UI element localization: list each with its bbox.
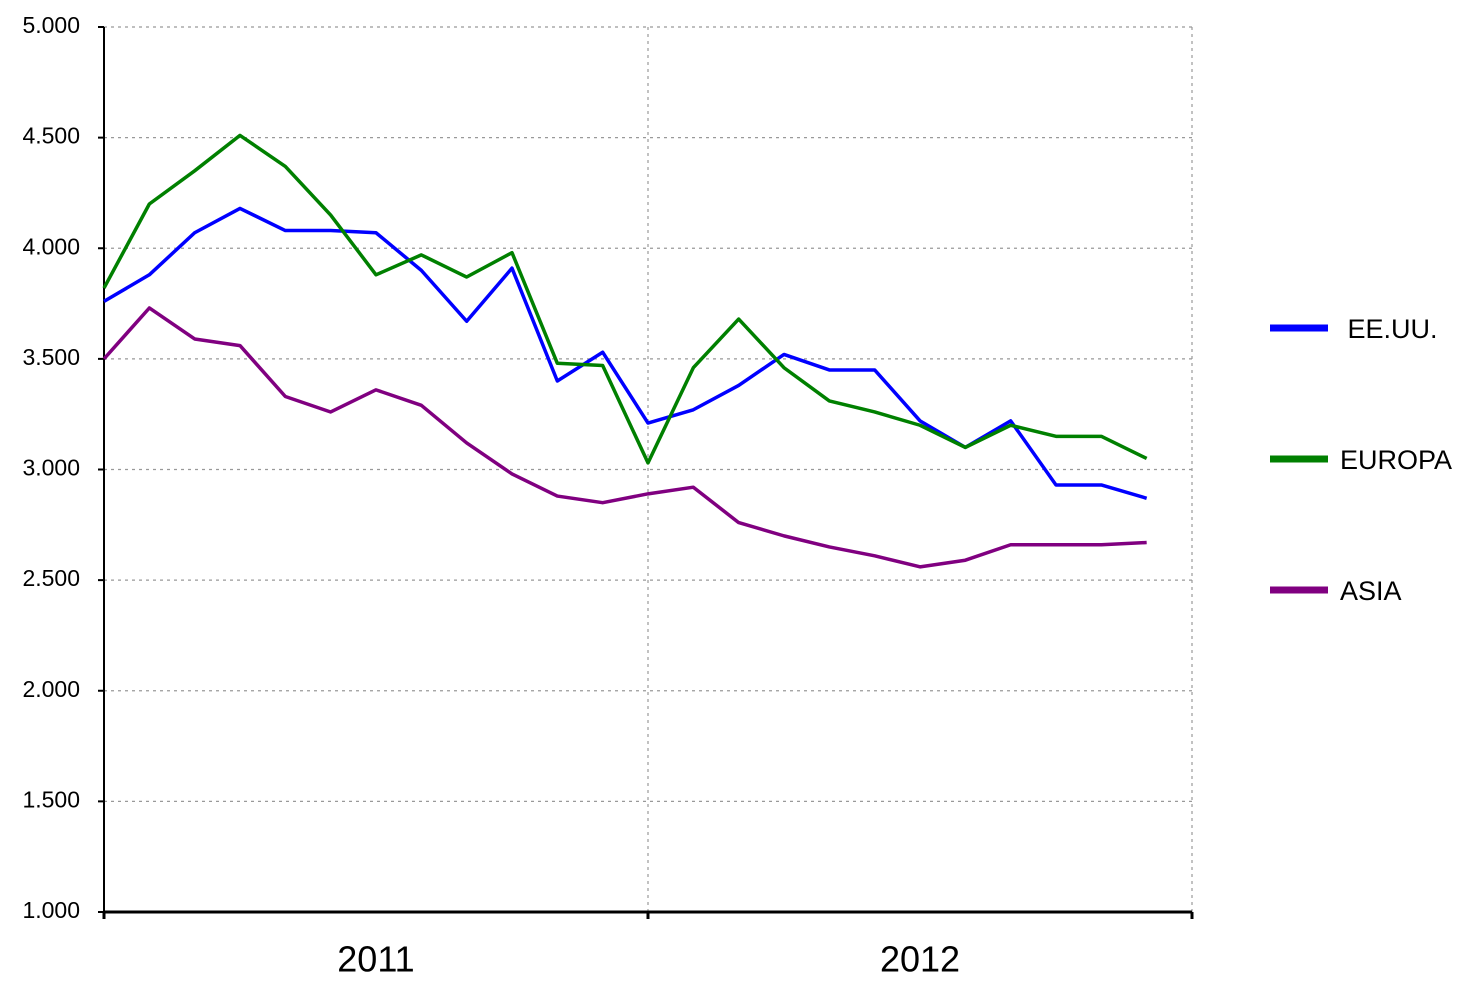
y-tick-label: 2.000: [22, 676, 80, 702]
y-tick-label: 5.000: [22, 12, 80, 38]
y-tick-label: 3.500: [22, 344, 80, 370]
y-tick-label: 4.500: [22, 123, 80, 149]
legend-label: EUROPA: [1340, 445, 1452, 475]
x-group-label: 2011: [337, 939, 414, 980]
y-tick-label: 1.000: [22, 897, 80, 923]
y-tick-label: 4.000: [22, 233, 80, 259]
y-tick-label: 1.500: [22, 786, 80, 812]
series-line: [103, 206, 1148, 500]
y-tick-label: 3.000: [22, 455, 80, 481]
series-line: [102, 306, 1147, 569]
y-tick-label: 2.500: [22, 565, 80, 591]
legend-label: EE.UU.: [1340, 314, 1438, 344]
series-line: [102, 133, 1148, 465]
legend-label: ASIA: [1340, 576, 1402, 606]
x-group-label: 2012: [880, 939, 960, 980]
